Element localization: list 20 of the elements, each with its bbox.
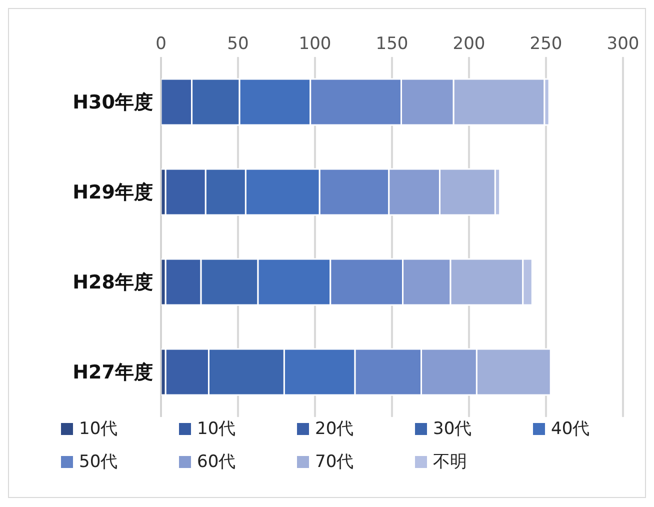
x-tick-label: 250 bbox=[530, 34, 562, 54]
legend-label: 40代 bbox=[551, 418, 590, 440]
legend-label: 10代 bbox=[79, 418, 118, 440]
legend-label: 60代 bbox=[197, 451, 236, 473]
y-tick-label: H27年度 bbox=[72, 362, 153, 384]
legend-label: 不明 bbox=[433, 451, 467, 473]
y-tick-label: H28年度 bbox=[72, 272, 153, 294]
x-tick-label: 100 bbox=[298, 34, 332, 54]
legend-label: 20代 bbox=[315, 418, 354, 440]
x-tick-label: 300 bbox=[606, 34, 640, 54]
legend-label: 10代 bbox=[197, 418, 236, 440]
x-tick-label: 200 bbox=[452, 34, 486, 54]
x-tick-label: 0 bbox=[156, 34, 166, 54]
y-tick-label: H29年度 bbox=[72, 182, 153, 204]
legend-label: 30代 bbox=[433, 418, 472, 440]
x-tick-label: 150 bbox=[376, 34, 408, 54]
legend-label: 70代 bbox=[315, 451, 354, 473]
y-tick-label: H30年度 bbox=[72, 92, 153, 114]
x-tick-label: 50 bbox=[227, 34, 249, 54]
legend-label: 50代 bbox=[79, 451, 118, 473]
